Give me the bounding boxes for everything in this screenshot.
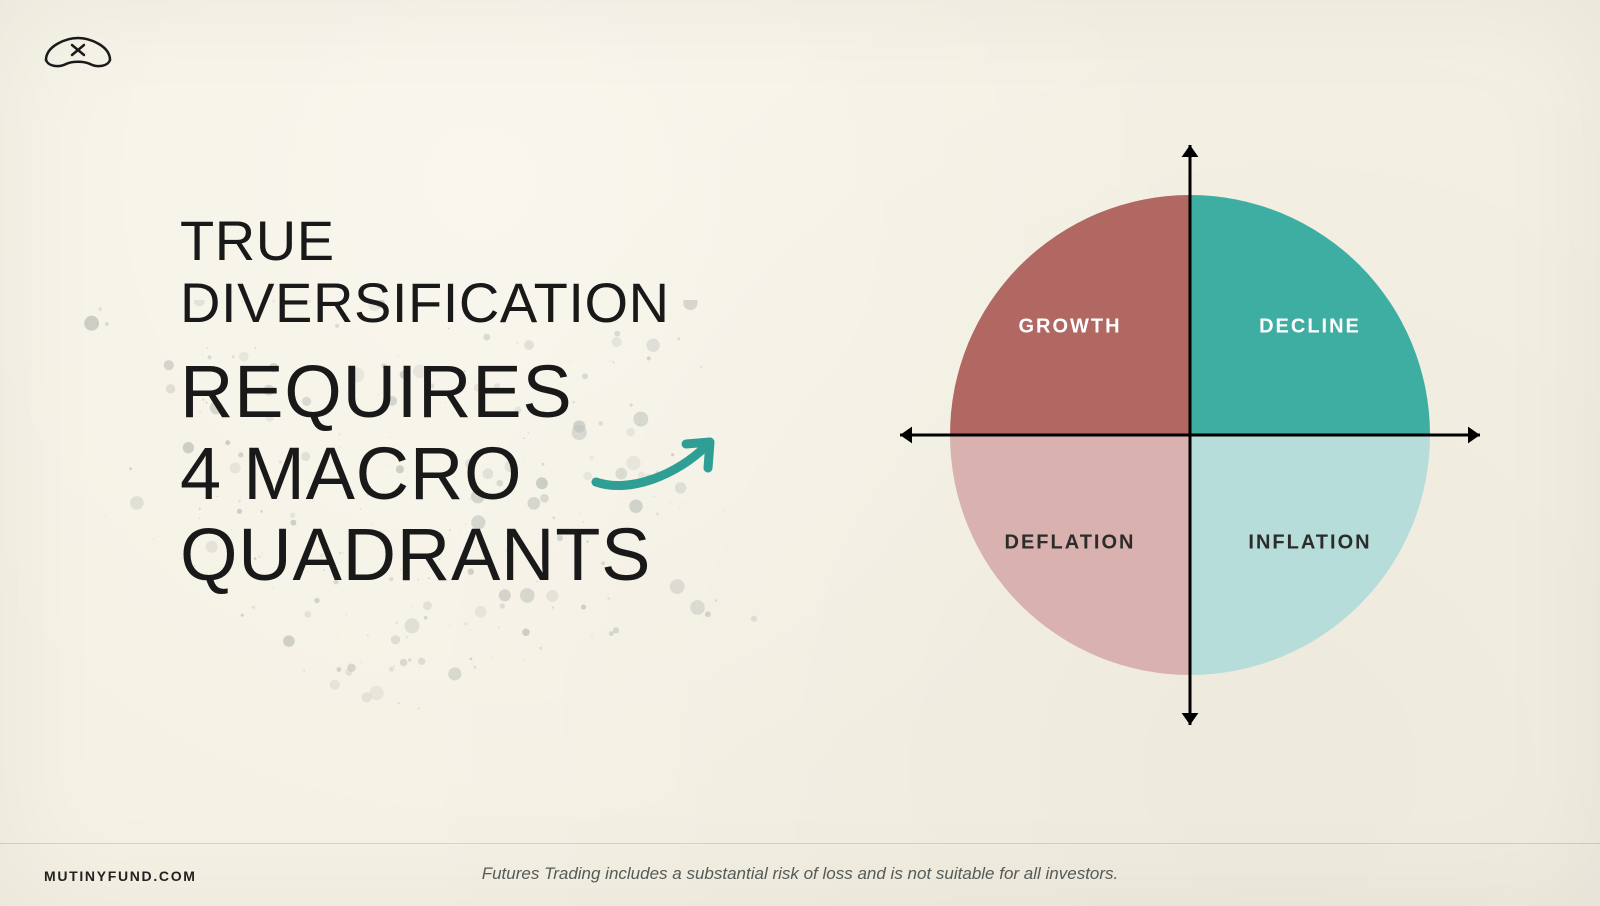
quadrant-label: DECLINE	[1259, 315, 1361, 337]
swoosh-arrow-icon	[590, 428, 730, 498]
quadrant-label: DEFLATION	[1005, 531, 1136, 553]
footer-disclaimer: Futures Trading includes a substantial r…	[0, 864, 1600, 884]
quadrant-bottom-left	[950, 435, 1190, 675]
pirate-hat-icon	[42, 28, 114, 76]
quadrant-bottom-right	[1190, 435, 1430, 675]
quadrant-label: GROWTH	[1018, 315, 1121, 337]
footer-divider	[0, 843, 1600, 844]
slide: TRUE DIVERSIFICATION REQUIRES 4 MACRO QU…	[0, 0, 1600, 906]
quadrant-diagram: GROWTH DECLINE DEFLATION INFLATION	[870, 115, 1510, 755]
hero-line-1: TRUE DIVERSIFICATION	[180, 210, 760, 333]
quadrant-label: INFLATION	[1248, 531, 1371, 553]
hero-text: TRUE DIVERSIFICATION REQUIRES 4 MACRO QU…	[180, 210, 760, 595]
